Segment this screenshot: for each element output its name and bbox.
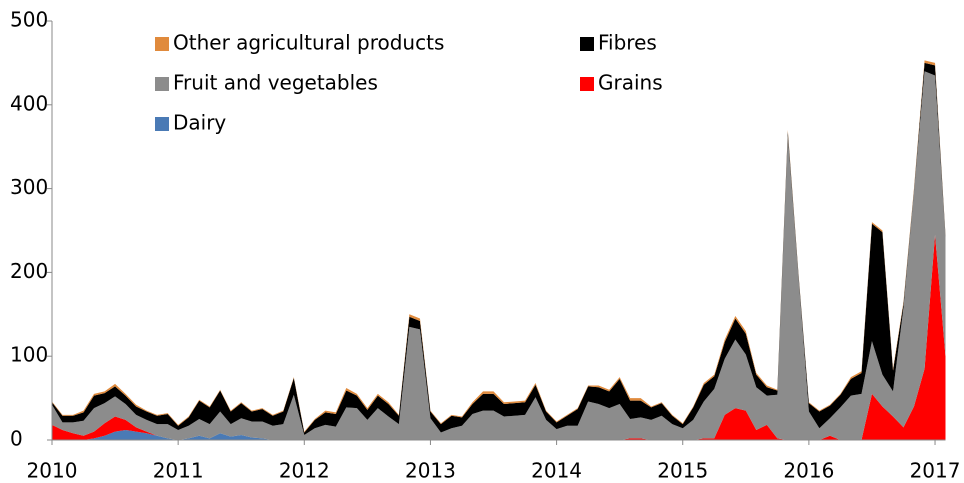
x-tick-label: 2017 xyxy=(910,459,961,483)
legend-label: Grains xyxy=(598,71,663,95)
x-tick-label: 2015 xyxy=(657,459,708,483)
x-tick-label: 2016 xyxy=(783,459,834,483)
legend-swatch xyxy=(580,77,594,91)
y-tick-label: 0 xyxy=(10,427,23,451)
legend-label: Other agricultural products xyxy=(173,31,444,55)
x-tick-label: 2014 xyxy=(531,459,582,483)
legend-swatch xyxy=(155,77,169,91)
y-tick-label: 200 xyxy=(10,259,48,283)
x-tick-label: 2011 xyxy=(153,459,204,483)
y-tick-label: 100 xyxy=(10,343,48,367)
legend-label: Fruit and vegetables xyxy=(173,71,378,95)
y-tick-label: 300 xyxy=(10,175,48,199)
x-tick-label: 2013 xyxy=(405,459,456,483)
legend-label: Dairy xyxy=(173,111,226,135)
x-tick-label: 2010 xyxy=(27,459,78,483)
legend-label: Fibres xyxy=(598,31,657,55)
legend-swatch xyxy=(580,37,594,51)
y-tick-label: 400 xyxy=(10,91,48,115)
legend-swatch xyxy=(155,37,169,51)
y-tick-label: 500 xyxy=(10,8,48,32)
area xyxy=(52,71,946,440)
area xyxy=(52,429,946,440)
legend-swatch xyxy=(155,117,169,131)
x-tick-label: 2012 xyxy=(279,459,330,483)
